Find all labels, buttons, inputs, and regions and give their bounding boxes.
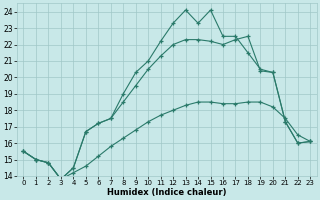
X-axis label: Humidex (Indice chaleur): Humidex (Indice chaleur) [107, 188, 227, 197]
